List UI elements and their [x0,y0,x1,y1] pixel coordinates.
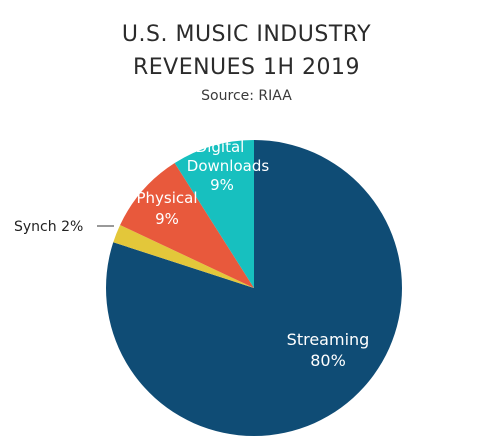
pie-label-streaming-0: Streaming [287,330,370,349]
pie-label-physical-0: Physical [136,189,197,207]
pie-label-digital-downloads-1: Downloads [187,157,270,175]
pie-slice-synch [113,224,254,288]
pie-label-physical-1: 9% [155,210,179,228]
pie-slice-physical [120,163,254,288]
chart-title-line-2: REVENUES 1H 2019 [132,55,361,80]
pie-label-streaming-1: 80% [310,351,346,370]
pie-slice-streaming [106,140,403,436]
pie-label-digital-downloads-0: Digital [196,138,245,156]
pie-slice-digital-downloads [174,140,254,288]
pie-label-synch-0: Synch 2% [14,219,83,235]
pie-label-digital-downloads-2: 9% [210,176,234,194]
chart-title-line-1: U.S. MUSIC INDUSTRY [121,22,372,47]
chart-subtitle: Source: RIAA [201,88,292,104]
